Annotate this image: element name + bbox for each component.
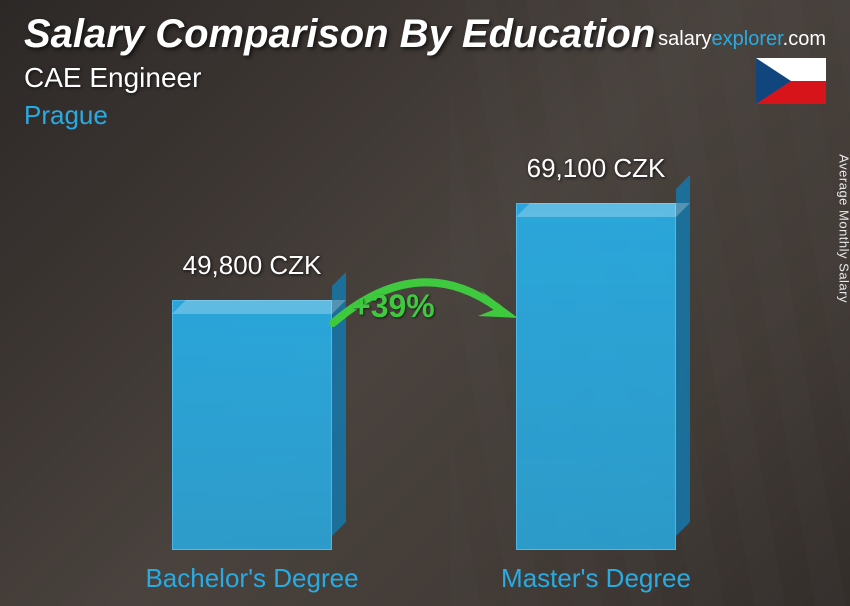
brand-part2: explorer [712, 28, 783, 50]
bar-1: 69,100 CZKMaster's Degree [516, 203, 676, 550]
brand-logo: salaryexplorer.com [658, 28, 826, 51]
bar-category-label: Master's Degree [456, 563, 736, 594]
brand-part3: .com [783, 28, 826, 50]
increase-percentage: +39% [352, 288, 435, 325]
brand-part1: salary [658, 28, 711, 50]
page-title: Salary Comparison By Education [24, 12, 655, 57]
bar-category-label: Bachelor's Degree [112, 563, 392, 594]
country-flag-icon [756, 58, 826, 104]
job-subtitle: CAE Engineer [24, 62, 201, 94]
location-label: Prague [24, 100, 108, 131]
chart-area: 49,800 CZKBachelor's Degree 69,100 CZKMas… [0, 136, 850, 606]
bar-0: 49,800 CZKBachelor's Degree [172, 300, 332, 550]
